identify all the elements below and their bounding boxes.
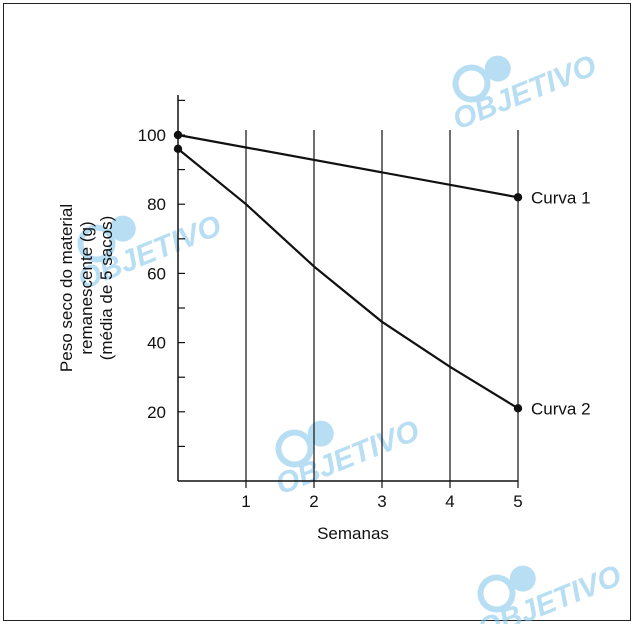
- x-tick-label-4: 4: [445, 492, 454, 511]
- x-tick-label-1: 1: [241, 492, 250, 511]
- series-line-1: [177, 133, 519, 199]
- series-line-2: [177, 147, 519, 410]
- y-tick-label-60: 60: [147, 264, 166, 283]
- watermark-logo-icon: [77, 224, 116, 263]
- watermark-logo-dot-icon: [109, 215, 136, 242]
- series-label-1: Curva 1: [531, 188, 591, 207]
- x-axis-ticks: 1 2 3 4 5: [241, 481, 523, 511]
- watermark-logo-icon: [477, 574, 516, 613]
- watermark-logo-icon: [275, 429, 314, 468]
- y-axis-title-line-3: (média de 5 sacos): [97, 216, 116, 361]
- series-layer: Curva 1 Curva 2: [173, 130, 591, 418]
- watermark-4: OBJETIVO: [473, 559, 626, 624]
- watermark-logo-dot-icon: [509, 565, 536, 592]
- series-1: Curva 1: [173, 130, 591, 207]
- y-tick-label-40: 40: [147, 334, 166, 353]
- y-tick-label-80: 80: [147, 195, 166, 214]
- y-axis-ticks: 20 40 60 80 100: [138, 99, 185, 447]
- watermark-text: OBJETIVO: [448, 49, 601, 136]
- y-tick-label-100: 100: [138, 126, 166, 145]
- y-tick-label-20: 20: [147, 403, 166, 422]
- watermark-logo-dot-icon: [484, 55, 511, 82]
- series-label-2: Curva 2: [531, 399, 591, 418]
- series-1-point-0: [173, 130, 183, 140]
- figure-frame: [3, 3, 631, 621]
- y-axis-title: Peso seco do material remanescente (g) (…: [57, 204, 116, 372]
- watermark-text: OBJETIVO: [271, 414, 424, 501]
- x-tick-label-2: 2: [309, 492, 318, 511]
- watermark-1: OBJETIVO: [448, 49, 601, 136]
- x-axis-title: Semanas: [317, 524, 389, 543]
- series-2-point-0: [173, 144, 183, 154]
- y-axis-title-line-1: Peso seco do material: [57, 204, 76, 372]
- series-1-point-1: [513, 193, 523, 202]
- x-tick-label-3: 3: [377, 492, 386, 511]
- grid-lines: [245, 130, 519, 481]
- y-axis-title-line-2: remanescente (g): [77, 221, 96, 354]
- watermark-logo-icon: [452, 64, 491, 103]
- watermark-3: OBJETIVO: [271, 414, 424, 501]
- series-2-point-5: [513, 404, 523, 413]
- series-2: Curva 2: [173, 144, 591, 418]
- watermark-text: OBJETIVO: [473, 559, 626, 624]
- x-tick-label-5: 5: [513, 492, 522, 511]
